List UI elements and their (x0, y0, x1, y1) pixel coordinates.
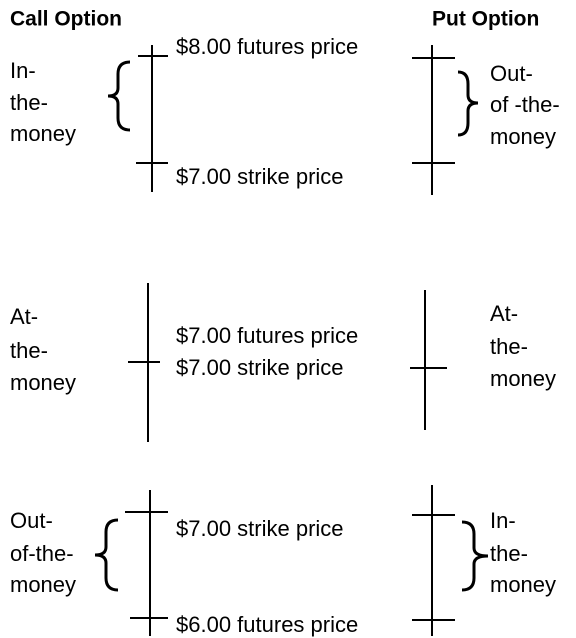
brace (94, 518, 119, 592)
price-label: $7.00 futures price (176, 323, 358, 348)
left-label: the- (10, 338, 48, 363)
left-label: money (10, 572, 76, 597)
right-label: Out- (490, 61, 533, 86)
right-label: of -the- (490, 92, 560, 117)
left-label: the- (10, 90, 48, 115)
brace (457, 70, 479, 137)
price-label: $7.00 strike price (176, 164, 344, 189)
price-label: $6.00 futures price (176, 612, 358, 637)
left-label: In- (10, 58, 36, 83)
price-label: $7.00 strike price (176, 516, 344, 541)
right-label: the- (490, 541, 528, 566)
put-header: Put Option (432, 8, 539, 31)
brace (107, 60, 131, 132)
price-label: $8.00 futures price (176, 34, 358, 59)
right-label: At- (490, 301, 518, 326)
left-label: At- (10, 304, 38, 329)
price-label: $7.00 strike price (176, 355, 344, 380)
left-label: Out- (10, 508, 53, 533)
left-label: of-the- (10, 541, 74, 566)
call-header: Call Option (10, 8, 122, 31)
right-label: money (490, 366, 556, 391)
brace (461, 520, 489, 592)
right-label: the- (490, 334, 528, 359)
right-label: In- (490, 508, 516, 533)
right-label: money (490, 572, 556, 597)
right-label: money (490, 124, 556, 149)
left-label: money (10, 121, 76, 146)
left-label: money (10, 370, 76, 395)
